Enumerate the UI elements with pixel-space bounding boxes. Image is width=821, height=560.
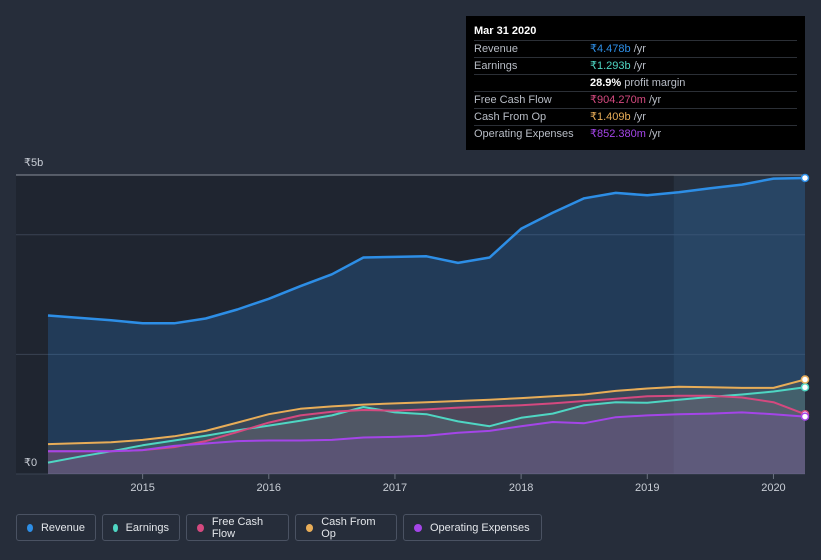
legend-label: Earnings bbox=[125, 521, 169, 534]
tooltip-label: Cash From Op bbox=[474, 111, 547, 123]
operating-expenses-line bbox=[48, 411, 806, 453]
legend: Revenue Earnings Free Cash Flow Cash Fro… bbox=[16, 514, 548, 541]
tooltip-row-earnings: Earnings ₹1.293b /yr bbox=[474, 57, 797, 74]
legend-label: Operating Expenses bbox=[430, 521, 530, 534]
legend-item-free-cash-flow[interactable]: Free Cash Flow bbox=[186, 514, 289, 541]
free-cash-flow-line bbox=[48, 394, 806, 453]
tooltip-row-cash-from-op: Cash From Op ₹1.409b /yr bbox=[474, 108, 797, 125]
tooltip-label: Operating Expenses bbox=[474, 128, 574, 140]
legend-label: Free Cash Flow bbox=[211, 515, 264, 540]
tooltip-row-operating-expenses: Operating Expenses ₹852.380m /yr bbox=[474, 125, 797, 142]
legend-item-operating-expenses[interactable]: Operating Expenses bbox=[403, 514, 542, 541]
tooltip-unit: /yr bbox=[630, 111, 646, 123]
forecast-shade bbox=[673, 175, 805, 474]
legend-dot bbox=[197, 523, 204, 532]
earnings-line bbox=[47, 386, 806, 464]
y-tick-label: ₹0 bbox=[24, 457, 37, 469]
x-tick-label: 2020 bbox=[761, 482, 785, 494]
tooltip-unit: /yr bbox=[645, 128, 662, 140]
tooltip-label bbox=[474, 75, 590, 91]
x-tick-label: 2017 bbox=[383, 482, 407, 494]
chart-area: ₹5b ₹0 2015 2016 2017 2018 2019 2020 bbox=[16, 157, 810, 494]
earnings-area bbox=[48, 387, 805, 474]
revenue-line bbox=[47, 176, 806, 325]
tooltip-value: ₹904.270m bbox=[590, 94, 646, 106]
tooltip-value: ₹1.409b bbox=[590, 111, 631, 123]
tooltip-unit: /yr bbox=[645, 94, 662, 106]
legend-dot bbox=[113, 523, 118, 532]
tooltip-unit: profit margin bbox=[621, 77, 686, 89]
operating-expenses-end-point bbox=[800, 412, 810, 421]
x-tick-label: 2015 bbox=[130, 482, 154, 494]
legend-item-revenue[interactable]: Revenue bbox=[16, 514, 96, 541]
tooltip: Mar 31 2020 Revenue ₹4.478b /yr Earnings… bbox=[466, 16, 805, 150]
x-tick-label: 2018 bbox=[509, 482, 533, 494]
revenue-area bbox=[48, 178, 805, 474]
tooltip-row-profit-margin: 28.9% profit margin bbox=[474, 74, 797, 91]
tooltip-unit: /yr bbox=[630, 60, 646, 72]
legend-label: Cash From Op bbox=[321, 515, 376, 540]
tooltip-label: Earnings bbox=[474, 60, 518, 72]
legend-item-earnings[interactable]: Earnings bbox=[102, 514, 180, 541]
y-tick-label: ₹5b bbox=[24, 157, 43, 169]
operating-expenses-area bbox=[48, 412, 805, 474]
tooltip-value: ₹1.293b bbox=[590, 60, 631, 72]
tooltip-date: Mar 31 2020 bbox=[474, 25, 537, 37]
legend-label: Revenue bbox=[40, 521, 85, 534]
legend-dot bbox=[414, 523, 422, 532]
legend-item-cash-from-op[interactable]: Cash From Op bbox=[295, 514, 397, 541]
tooltip-unit: /yr bbox=[630, 43, 646, 55]
legend-dot bbox=[27, 523, 33, 532]
tooltip-value: 28.9% bbox=[590, 77, 622, 89]
tooltip-label: Revenue bbox=[474, 43, 519, 55]
tooltip-value: ₹4.478b bbox=[590, 43, 631, 55]
tooltip-row-free-cash-flow: Free Cash Flow ₹904.270m /yr bbox=[474, 91, 797, 108]
legend-dot bbox=[306, 523, 314, 532]
cash-from-op-line bbox=[47, 378, 806, 446]
tooltip-label: Free Cash Flow bbox=[474, 94, 552, 106]
tooltip-value: ₹852.380m bbox=[590, 128, 646, 140]
cash-from-op-end-point bbox=[800, 375, 810, 384]
revenue-end-point bbox=[800, 173, 810, 183]
x-tick-label: 2016 bbox=[257, 482, 281, 494]
tooltip-row-revenue: Revenue ₹4.478b /yr bbox=[474, 40, 797, 57]
x-tick-label: 2019 bbox=[635, 482, 659, 494]
earnings-end-point bbox=[800, 383, 810, 392]
